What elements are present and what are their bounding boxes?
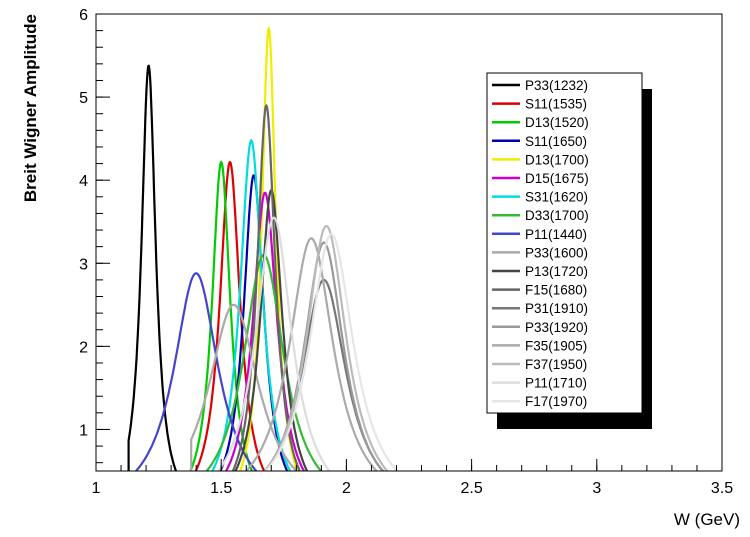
legend-label: P33(1920) [525,320,588,335]
series-line-p331600 [190,303,298,471]
y-tick-label: 4 [79,173,88,190]
legend-label: D33(1700) [525,208,589,223]
series-line-f171970 [264,233,399,471]
series-line-s311620 [211,139,292,471]
series-line-s111650 [219,174,289,471]
y-tick-label: 1 [79,422,88,439]
series-line-f351905 [244,237,378,471]
series-line-d131520 [189,160,254,471]
legend-label: S11(1535) [525,97,587,112]
legend-label: S31(1620) [525,190,588,205]
series-line-s111535 [194,161,266,471]
legend-label: P33(1600) [525,245,588,260]
legend-label: F17(1970) [525,394,587,409]
legend-label: P11(1710) [525,376,587,391]
legend-label: D15(1675) [525,171,589,186]
legend-label: P33(1232) [525,78,588,93]
x-tick-label: 1 [92,480,101,497]
x-tick-label: 3 [592,480,601,497]
curves-layer [127,27,399,471]
legend-box [486,72,643,414]
legend-label: F37(1950) [525,357,587,372]
y-tick-label: 3 [79,256,88,273]
series-line-d331700 [205,253,323,471]
y-tick-label: 6 [79,7,88,24]
series-line-p111440 [135,272,258,471]
series-line-f371950 [264,224,389,471]
series-line-f151680 [231,104,301,471]
series-line-p111710 [216,216,331,471]
legend-label: F15(1680) [525,283,587,298]
legend-label: S11(1650) [525,134,587,149]
y-tick-label: 5 [79,90,88,107]
legend: P33(1232) S11(1535) D13(1520) S11(1650) D13(… [486,72,652,429]
y-axis-label: Breit Wigner Amplitude [21,14,40,202]
legend-label: P31(1910) [525,301,588,316]
x-tick-label: 2.5 [460,480,482,497]
legend-label: D13(1700) [525,152,589,167]
legend-label: D13(1520) [525,115,589,130]
plot-frame [95,13,723,472]
legend-label: F35(1905) [525,338,587,353]
legend-label: P13(1720) [525,264,588,279]
series-line-p331232 [127,64,178,471]
legend-label: P11(1440) [525,227,587,242]
x-tick-label: 2 [342,480,351,497]
y-tick-label: 2 [79,339,88,356]
x-tick-label: 1.5 [210,480,232,497]
axes-layer: 1 1.5 2 2.5 3 3.5 1 2 3 4 5 6 [79,7,733,497]
x-axis-label: W (GeV) [674,510,740,529]
x-tick-label: 3.5 [711,480,733,497]
